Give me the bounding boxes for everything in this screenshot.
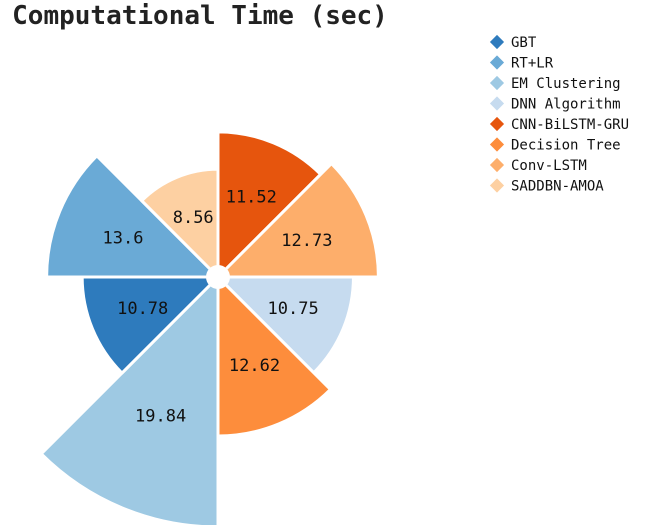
legend-label-em-clustering: EM Clustering xyxy=(511,76,621,92)
value-label-gbt: 10.78 xyxy=(117,299,168,319)
slice-saddbn-amoa xyxy=(140,167,220,279)
center-hole xyxy=(206,265,230,289)
slice-conv-lstm xyxy=(216,162,380,279)
slice-decision-tree xyxy=(216,275,332,438)
value-label-saddbn-amoa: 8.56 xyxy=(173,208,214,228)
legend-label-gbt: GBT xyxy=(511,35,537,51)
legend-label-dnn-algorithm: DNN Algorithm xyxy=(511,97,621,113)
legend-label-cnn-bilstm-gru: CNN-BiLSTM-GRU xyxy=(511,117,629,133)
legend-marker-gbt xyxy=(489,34,505,50)
value-label-em-clustering: 19.84 xyxy=(135,407,186,427)
legend-label-rt-lr: RT+LR xyxy=(511,56,554,72)
value-label-rt-lr: 13.6 xyxy=(103,229,144,249)
value-label-cnn-bilstm-gru: 11.52 xyxy=(226,188,277,208)
slice-dnn-algorithm xyxy=(216,275,355,375)
chart-title: Computational Time (sec) xyxy=(12,1,388,31)
chart-legend: GBT RT+LR EM Clustering DNN Algorithm CNN-Bi… xyxy=(489,34,629,195)
legend-marker-rt-lr xyxy=(489,55,505,70)
value-label-conv-lstm: 12.73 xyxy=(281,231,332,251)
legend-label-saddbn-amoa: SADDBN-AMOA xyxy=(511,179,604,195)
value-label-decision-tree: 12.62 xyxy=(229,356,280,376)
chart-slices xyxy=(39,130,380,525)
slice-gbt xyxy=(80,275,220,375)
slice-em-clustering xyxy=(39,275,220,525)
legend-label-conv-lstm: Conv-LSTM xyxy=(511,158,587,174)
slice-cnn-bilstm-gru xyxy=(216,130,323,279)
legend-marker-dnn-algorithm xyxy=(489,96,505,111)
value-label-dnn-algorithm: 10.75 xyxy=(268,299,319,319)
chart-value-labels: 11.52 12.73 10.75 12.62 19.84 10.78 13.6 8.56 xyxy=(103,188,333,427)
legend-marker-conv-lstm xyxy=(489,157,505,173)
legend-marker-saddbn-amoa xyxy=(489,178,505,193)
legend-marker-decision-tree xyxy=(489,137,505,152)
legend-marker-cnn-bilstm-gru xyxy=(489,116,505,132)
legend-marker-em-clustering xyxy=(489,75,505,91)
legend-label-decision-tree: Decision Tree xyxy=(511,138,621,154)
slice-rt-lr xyxy=(45,154,220,279)
